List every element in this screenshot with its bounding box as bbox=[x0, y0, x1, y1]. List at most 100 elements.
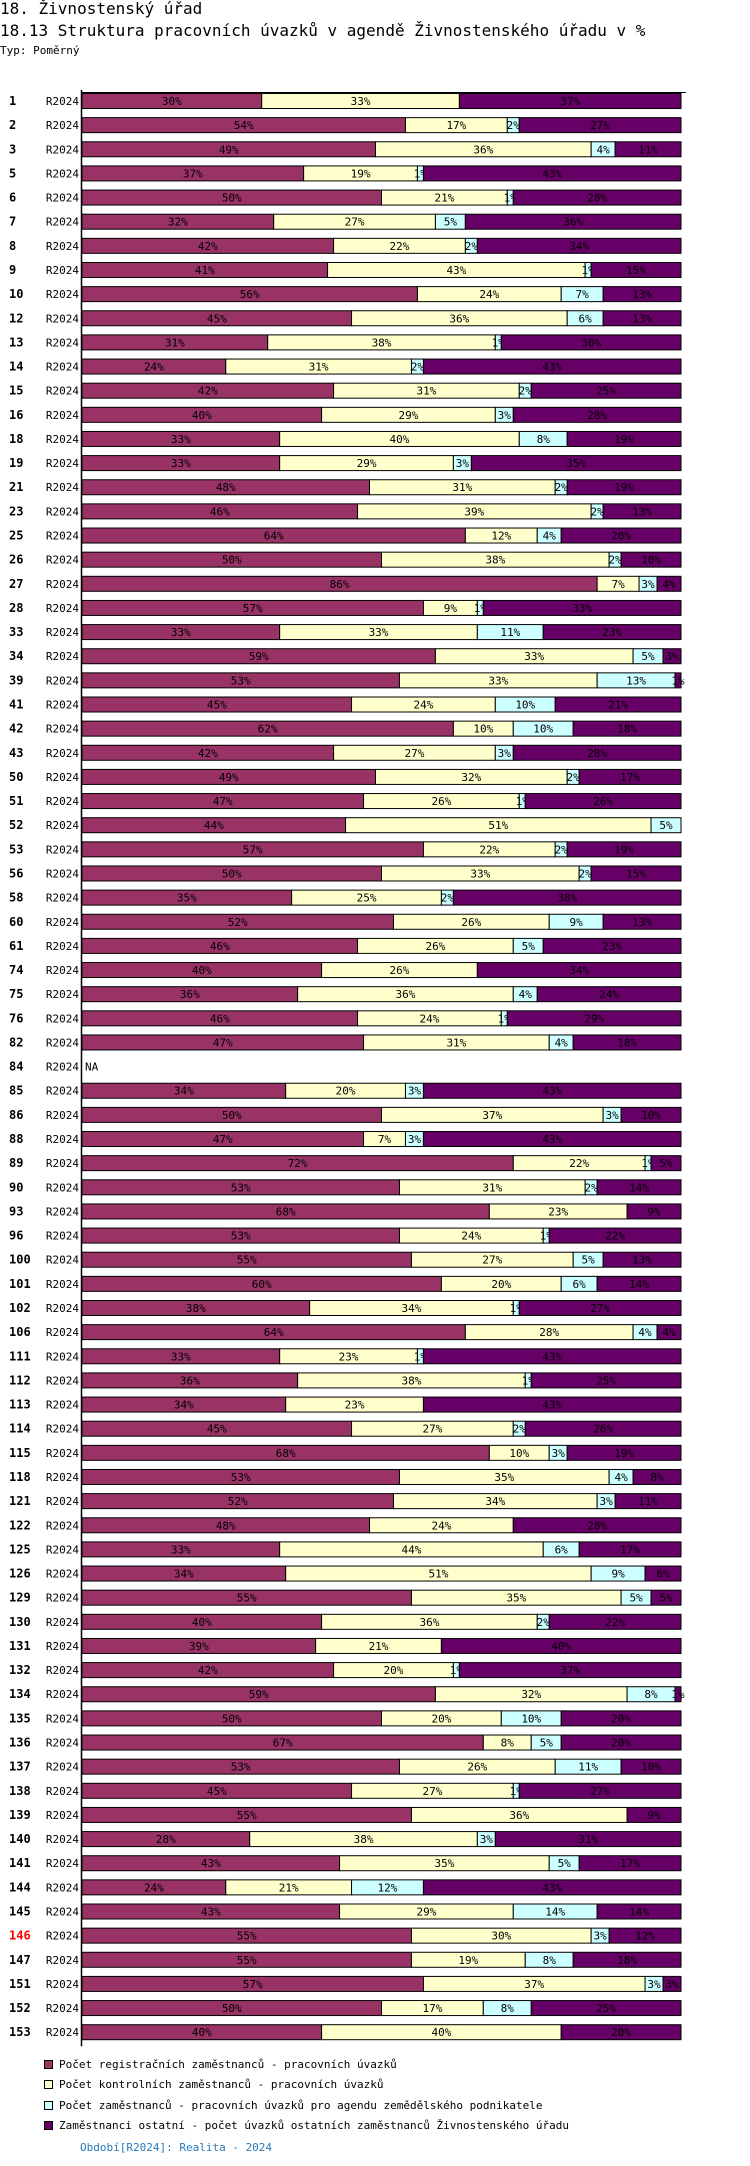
bar-value-label: 22% bbox=[390, 240, 410, 253]
bar-value-label: 2% bbox=[585, 1181, 599, 1194]
bar-value-label: 39% bbox=[464, 505, 484, 518]
bar-value-label: 27% bbox=[590, 1302, 610, 1315]
bar-segment-other bbox=[656, 1324, 682, 1341]
bar-value-label: 30% bbox=[581, 336, 601, 349]
bar-value-label: 10% bbox=[641, 1109, 661, 1122]
bar-value-label: 20% bbox=[611, 530, 631, 543]
category-label: 131 bbox=[9, 1639, 31, 1653]
series-label: R2024 bbox=[46, 1181, 79, 1194]
series-label: R2024 bbox=[46, 867, 79, 880]
category-label: 144 bbox=[9, 1880, 31, 1894]
bar-value-label: 28% bbox=[587, 1519, 607, 1532]
bar-value-label: 45% bbox=[207, 699, 227, 712]
category-label: 113 bbox=[9, 1398, 31, 1412]
bar-segment-other bbox=[620, 1106, 682, 1123]
bar-value-label: 34% bbox=[485, 1495, 505, 1508]
bar-value-label: 33% bbox=[369, 626, 389, 639]
category-label: 61 bbox=[9, 939, 23, 953]
bar-value-label: 4% bbox=[555, 1036, 569, 1049]
series-label: R2024 bbox=[46, 457, 79, 470]
bar-value-label: 21% bbox=[608, 699, 628, 712]
bar-value-label: 42% bbox=[198, 385, 218, 398]
bar-value-label: 4% bbox=[662, 578, 676, 591]
bar-segment-other bbox=[560, 2024, 682, 2041]
bar-value-label: 36% bbox=[180, 1374, 200, 1387]
series-label: R2024 bbox=[46, 1664, 79, 1677]
bar-segment-other bbox=[590, 865, 682, 882]
bar-value-label: 26% bbox=[390, 964, 410, 977]
bar-segment-other bbox=[596, 1903, 682, 1920]
bar-value-label: 26% bbox=[467, 1761, 487, 1774]
bar-segment-other bbox=[554, 696, 682, 713]
series-label: R2024 bbox=[46, 1761, 79, 1774]
bar-segment-other bbox=[464, 213, 682, 230]
series-label: R2024 bbox=[46, 1688, 79, 1701]
bar-value-label: 59% bbox=[249, 1688, 269, 1701]
category-label: 12 bbox=[9, 311, 23, 325]
bar-segment-other bbox=[560, 1734, 682, 1751]
bar-value-label: 43% bbox=[542, 1881, 562, 1894]
bar-segment-other bbox=[530, 1372, 682, 1389]
bar-value-label: 20% bbox=[491, 1278, 511, 1291]
series-label: R2024 bbox=[46, 1712, 79, 1725]
bar-value-label: 86% bbox=[330, 578, 350, 591]
category-label: 5 bbox=[9, 166, 16, 180]
series-label: R2024 bbox=[46, 2002, 79, 2015]
series-label: R2024 bbox=[46, 554, 79, 567]
bar-value-label: 42% bbox=[198, 1664, 218, 1677]
bar-segment-other bbox=[602, 1251, 682, 1268]
category-label: 58 bbox=[9, 891, 23, 905]
series-label: R2024 bbox=[46, 795, 79, 808]
category-label: 56 bbox=[9, 866, 23, 880]
bar-segment-other bbox=[566, 430, 682, 447]
series-label: R2024 bbox=[46, 1640, 79, 1653]
bar-value-label: 45% bbox=[207, 312, 227, 325]
bar-segment-other bbox=[620, 551, 682, 568]
category-label: 140 bbox=[9, 1832, 31, 1846]
category-label: 93 bbox=[9, 1204, 23, 1218]
bar-segment-other bbox=[650, 1589, 682, 1606]
bar-value-label: 27% bbox=[405, 747, 425, 760]
bar-value-label: 9% bbox=[647, 1809, 661, 1822]
bar-value-label: 2% bbox=[441, 892, 455, 905]
bar-segment-other bbox=[512, 189, 682, 206]
category-label: 135 bbox=[9, 1711, 31, 1725]
bar-value-label: 5% bbox=[629, 1592, 643, 1605]
series-label: R2024 bbox=[46, 892, 79, 905]
bar-value-label: 24% bbox=[461, 1230, 481, 1243]
bar-segment-other bbox=[566, 841, 682, 858]
bar-value-label: 5% bbox=[659, 819, 673, 832]
bar-value-label: 13% bbox=[632, 288, 652, 301]
bar-value-label: 6% bbox=[555, 1543, 569, 1556]
bar-value-label: 35% bbox=[177, 892, 197, 905]
bar-value-label: 24% bbox=[479, 288, 499, 301]
bar-value-label: 19% bbox=[614, 481, 634, 494]
bar-value-label: 4% bbox=[638, 1326, 652, 1339]
bar-value-label: 40% bbox=[192, 409, 212, 422]
series-label: R2024 bbox=[46, 1374, 79, 1387]
bar-value-label: 14% bbox=[545, 1906, 565, 1919]
bar-value-label: 11% bbox=[638, 1495, 658, 1508]
bar-value-label: 45% bbox=[207, 1785, 227, 1798]
bar-value-label: 37% bbox=[560, 1664, 580, 1677]
bar-value-label: 23% bbox=[339, 1350, 359, 1363]
series-label: R2024 bbox=[46, 626, 79, 639]
category-label: 13 bbox=[9, 335, 23, 349]
bar-segment-other bbox=[422, 1879, 682, 1896]
bar-value-label: 33% bbox=[572, 602, 592, 615]
bar-value-label: 72% bbox=[288, 1157, 308, 1170]
category-label: 145 bbox=[9, 1905, 31, 1919]
series-label: R2024 bbox=[46, 1036, 79, 1049]
bar-value-label: 3% bbox=[594, 1930, 608, 1943]
bar-value-label: 52% bbox=[228, 1495, 248, 1508]
bar-value-label: 55% bbox=[237, 1930, 257, 1943]
bar-value-label: 31% bbox=[452, 481, 472, 494]
bar-value-label: 33% bbox=[171, 457, 191, 470]
category-label: 27 bbox=[9, 577, 23, 591]
bar-value-label: 28% bbox=[156, 1833, 176, 1846]
bar-value-label: 3% bbox=[605, 1109, 619, 1122]
category-label: 151 bbox=[9, 1977, 31, 1991]
bar-value-label: 32% bbox=[461, 771, 481, 784]
bar-value-label: 25% bbox=[596, 1374, 616, 1387]
bar-value-label: 31% bbox=[165, 336, 185, 349]
